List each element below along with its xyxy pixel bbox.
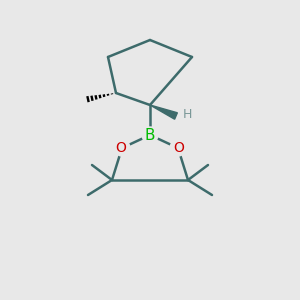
Text: O: O [174,141,184,155]
Text: H: H [183,109,192,122]
Polygon shape [150,105,177,119]
Text: B: B [145,128,155,142]
Circle shape [114,140,130,156]
Circle shape [170,140,186,156]
Circle shape [142,127,158,143]
Text: O: O [116,141,126,155]
